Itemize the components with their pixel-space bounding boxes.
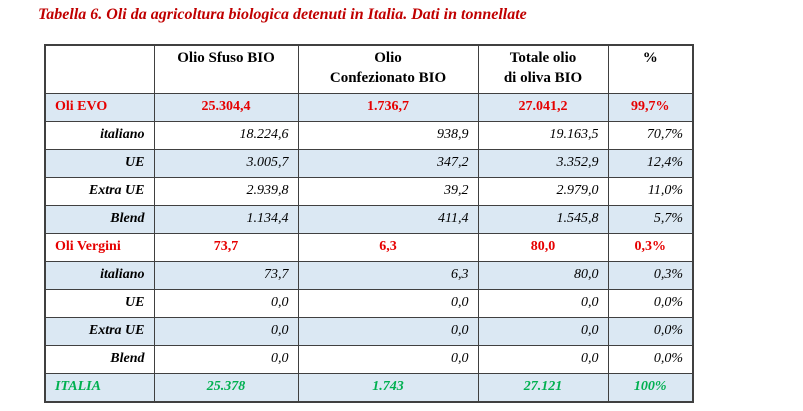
- value-cell: 70,7%: [607, 120, 694, 150]
- row-label: italiano: [44, 120, 155, 150]
- value-cell: 12,4%: [607, 148, 694, 178]
- header-percent: %: [607, 44, 694, 94]
- value-cell: 6,3: [297, 232, 479, 262]
- header-row: Olio Sfuso BIO Olio Confezionato BIO Tot…: [44, 44, 694, 94]
- value-cell: 0,3%: [607, 232, 694, 262]
- header-empty-cell: [44, 44, 155, 94]
- value-cell: 0,0: [297, 316, 479, 346]
- value-cell: 0,0: [153, 288, 299, 318]
- table-row: italiano 73,7 6,3 80,0 0,3%: [44, 260, 694, 290]
- value-cell: 39,2: [297, 176, 479, 206]
- value-cell: 27.041,2: [477, 92, 609, 122]
- value-cell: 0,0: [297, 344, 479, 374]
- table-row: ITALIA 25.378 1.743 27.121 100%: [44, 372, 694, 402]
- value-cell: 2.979,0: [477, 176, 609, 206]
- value-cell: 73,7: [153, 232, 299, 262]
- header-olio-sfuso-bio: Olio Sfuso BIO: [153, 44, 299, 94]
- value-cell: 1.545,8: [477, 204, 609, 234]
- value-cell: 99,7%: [607, 92, 694, 122]
- header-olio-confezionato-bio: Olio Confezionato BIO: [297, 44, 479, 94]
- value-cell: 19.163,5: [477, 120, 609, 150]
- value-cell: 0,0: [477, 288, 609, 318]
- value-cell: 3.005,7: [153, 148, 299, 178]
- value-cell: 11,0%: [607, 176, 694, 206]
- value-cell: 5,7%: [607, 204, 694, 234]
- value-cell: 25.378: [153, 372, 299, 402]
- value-cell: 411,4: [297, 204, 479, 234]
- table-body: Oli EVO 25.304,4 1.736,7 27.041,2 99,7% itali…: [44, 92, 694, 402]
- value-cell: 0,0: [153, 316, 299, 346]
- value-cell: 100%: [607, 372, 694, 402]
- row-label: Extra UE: [44, 316, 155, 346]
- value-cell: 0,0: [153, 344, 299, 374]
- value-cell: 0,3%: [607, 260, 694, 290]
- value-cell: 80,0: [477, 232, 609, 262]
- table-row: italiano 18.224,6 938,9 19.163,5 70,7%: [44, 120, 694, 150]
- row-label: Blend: [44, 204, 155, 234]
- value-cell: 6,3: [297, 260, 479, 290]
- value-cell: 0,0: [477, 316, 609, 346]
- table-row: UE 0,0 0,0 0,0 0,0%: [44, 288, 694, 318]
- row-label: UE: [44, 148, 155, 178]
- value-cell: 27.121: [477, 372, 609, 402]
- value-cell: 0,0%: [607, 288, 694, 318]
- value-cell: 18.224,6: [153, 120, 299, 150]
- table-caption: Tabella 6. Oli da agricoltura biologica …: [38, 6, 527, 23]
- table-row: Extra UE 0,0 0,0 0,0 0,0%: [44, 316, 694, 346]
- header-totale-olio-oliva-bio: Totale olio di oliva BIO: [477, 44, 609, 94]
- value-cell: 0,0: [297, 288, 479, 318]
- value-cell: 1.743: [297, 372, 479, 402]
- row-label: Oli EVO: [44, 92, 155, 122]
- row-label: Blend: [44, 344, 155, 374]
- value-cell: 347,2: [297, 148, 479, 178]
- table-row: UE 3.005,7 347,2 3.352,9 12,4%: [44, 148, 694, 178]
- table-row: Extra UE 2.939,8 39,2 2.979,0 11,0%: [44, 176, 694, 206]
- value-cell: 0,0%: [607, 316, 694, 346]
- row-label: Extra UE: [44, 176, 155, 206]
- value-cell: 73,7: [153, 260, 299, 290]
- row-label: UE: [44, 288, 155, 318]
- value-cell: 0,0: [477, 344, 609, 374]
- value-cell: 0,0%: [607, 344, 694, 374]
- row-label: Oli Vergini: [44, 232, 155, 262]
- value-cell: 25.304,4: [153, 92, 299, 122]
- value-cell: 3.352,9: [477, 148, 609, 178]
- bio-oil-table: Olio Sfuso BIO Olio Confezionato BIO Tot…: [44, 44, 694, 403]
- value-cell: 1.736,7: [297, 92, 479, 122]
- value-cell: 80,0: [477, 260, 609, 290]
- table-row: Oli Vergini 73,7 6,3 80,0 0,3%: [44, 232, 694, 262]
- row-label: ITALIA: [44, 372, 155, 402]
- table-row: Oli EVO 25.304,4 1.736,7 27.041,2 99,7%: [44, 92, 694, 122]
- table-row: Blend 1.134,4 411,4 1.545,8 5,7%: [44, 204, 694, 234]
- value-cell: 938,9: [297, 120, 479, 150]
- table-row: Blend 0,0 0,0 0,0 0,0%: [44, 344, 694, 374]
- value-cell: 2.939,8: [153, 176, 299, 206]
- value-cell: 1.134,4: [153, 204, 299, 234]
- row-label: italiano: [44, 260, 155, 290]
